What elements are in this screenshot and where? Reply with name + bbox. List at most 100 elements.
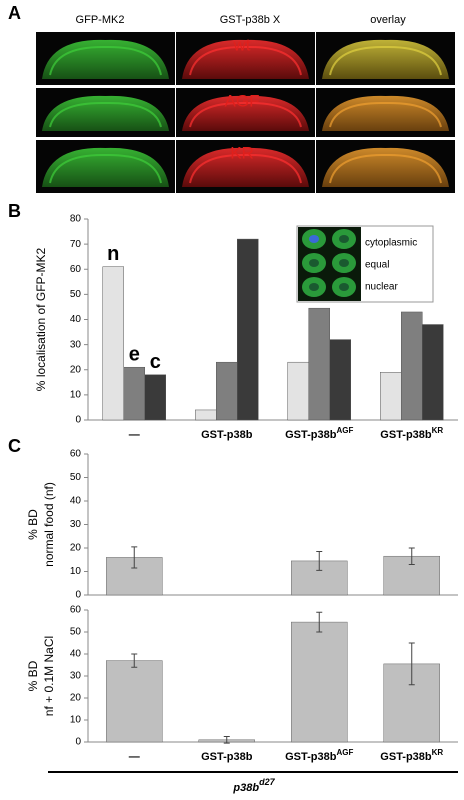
bar <box>195 409 217 421</box>
y-tick-label: 50 <box>70 289 82 300</box>
inset-nucleus <box>339 235 349 243</box>
y-tick-label: 40 <box>70 649 82 660</box>
y-tick-label: 30 <box>70 339 82 350</box>
inset-nucleus <box>309 283 319 291</box>
error-bar <box>316 551 323 571</box>
inset-nucleus <box>339 259 349 267</box>
cell-shape <box>322 95 449 131</box>
y-tick-label: 20 <box>70 364 82 375</box>
row-label: wt <box>233 35 251 54</box>
y-tick-label: 10 <box>70 566 82 577</box>
panel-label: B <box>8 201 21 221</box>
y-tick-label: 0 <box>75 737 81 748</box>
y-tick-label: 50 <box>70 472 82 483</box>
bar <box>144 374 166 421</box>
bar <box>237 238 259 421</box>
inset-nucleus <box>309 235 319 243</box>
bar <box>329 339 351 421</box>
bar <box>308 307 330 421</box>
x-tick-label: GST-p38bAGF <box>285 426 353 441</box>
x-tick-label: — <box>129 751 140 763</box>
series-label: c <box>150 351 161 373</box>
inset-nucleus <box>309 259 319 267</box>
cell-edge <box>49 153 162 184</box>
row-label: KR <box>230 143 254 162</box>
x-tick-label: GST-p38bKR <box>380 426 443 441</box>
cell-edge <box>49 101 162 128</box>
cell-edge <box>329 153 442 184</box>
x-tick-label: GST-p38b <box>201 751 253 763</box>
error-bar <box>316 611 323 633</box>
category-name: GST-p38b <box>285 429 337 441</box>
series-label: n <box>107 243 119 265</box>
x-axis-label: p38bd27 <box>232 777 275 794</box>
bar <box>216 361 238 421</box>
y-tick-label: 30 <box>70 671 82 682</box>
y-tick-label: 40 <box>70 314 82 325</box>
column-header: overlay <box>370 14 406 26</box>
cell-edge <box>329 45 442 76</box>
panel-label: A <box>8 3 21 23</box>
cell-shape <box>182 95 309 131</box>
y-tick-label: 80 <box>70 214 82 225</box>
category-name: — <box>129 751 140 763</box>
y-tick-label: 0 <box>75 590 81 601</box>
column-header: GFP-MK2 <box>76 14 125 26</box>
error-bar <box>408 547 415 565</box>
cell-edge <box>49 45 162 76</box>
cell-edge <box>189 101 302 128</box>
category-name: GST-p38b <box>201 429 253 441</box>
bar <box>380 372 402 421</box>
y-tick-label: 20 <box>70 543 82 554</box>
cell-edge <box>329 101 442 128</box>
x-tick-label: — <box>129 429 140 441</box>
error-bar <box>131 546 138 569</box>
column-header: GST-p38b X <box>220 14 281 26</box>
inset-label: nuclear <box>365 282 398 293</box>
category-name: GST-p38b <box>380 429 432 441</box>
category-superscript: KR <box>432 748 444 757</box>
bar <box>401 311 423 421</box>
category-superscript: AGF <box>336 426 353 435</box>
cell-shape <box>42 95 169 131</box>
x-label-superscript: d27 <box>259 777 276 787</box>
y-tick-label: 30 <box>70 519 82 530</box>
y-axis-label: % localisation of GFP-MK2 <box>34 247 48 391</box>
error-bar <box>408 642 415 686</box>
inset-label: cytoplasmic <box>365 238 417 249</box>
x-tick-label: GST-p38b <box>201 429 253 441</box>
x-label-base: p38b <box>232 782 259 794</box>
x-tick-label: GST-p38bAGF <box>285 748 353 763</box>
y-tick-label: 0 <box>75 415 81 426</box>
y-tick-label: 60 <box>70 264 82 275</box>
category-name: — <box>129 429 140 441</box>
y-tick-label: 20 <box>70 693 82 704</box>
y-tick-label: 10 <box>70 390 82 401</box>
y-axis-label: % BD <box>26 509 40 540</box>
inset-label: equal <box>365 260 389 271</box>
row-label: AGF <box>225 91 260 110</box>
bar <box>291 621 348 743</box>
bar <box>287 361 309 421</box>
y-axis-label: nf + 0.1M NaCl <box>42 636 56 716</box>
y-tick-label: 50 <box>70 627 82 638</box>
error-bar <box>223 736 230 744</box>
x-tick-label: GST-p38bKR <box>380 748 443 763</box>
inset-nucleus <box>339 283 349 291</box>
panel-label: C <box>8 436 21 456</box>
y-tick-label: 60 <box>70 605 82 616</box>
y-tick-label: 10 <box>70 715 82 726</box>
bar <box>106 660 163 743</box>
cell-edge <box>189 153 302 184</box>
category-name: GST-p38b <box>285 751 337 763</box>
error-bar <box>131 653 138 668</box>
y-tick-label: 70 <box>70 239 82 250</box>
y-tick-label: 40 <box>70 496 82 507</box>
bar <box>102 266 124 421</box>
cell-edge <box>189 45 302 76</box>
y-axis-label: normal food (nf) <box>42 482 56 567</box>
category-superscript: AGF <box>336 748 353 757</box>
category-name: GST-p38b <box>201 751 253 763</box>
y-axis-label: % BD <box>26 660 40 691</box>
